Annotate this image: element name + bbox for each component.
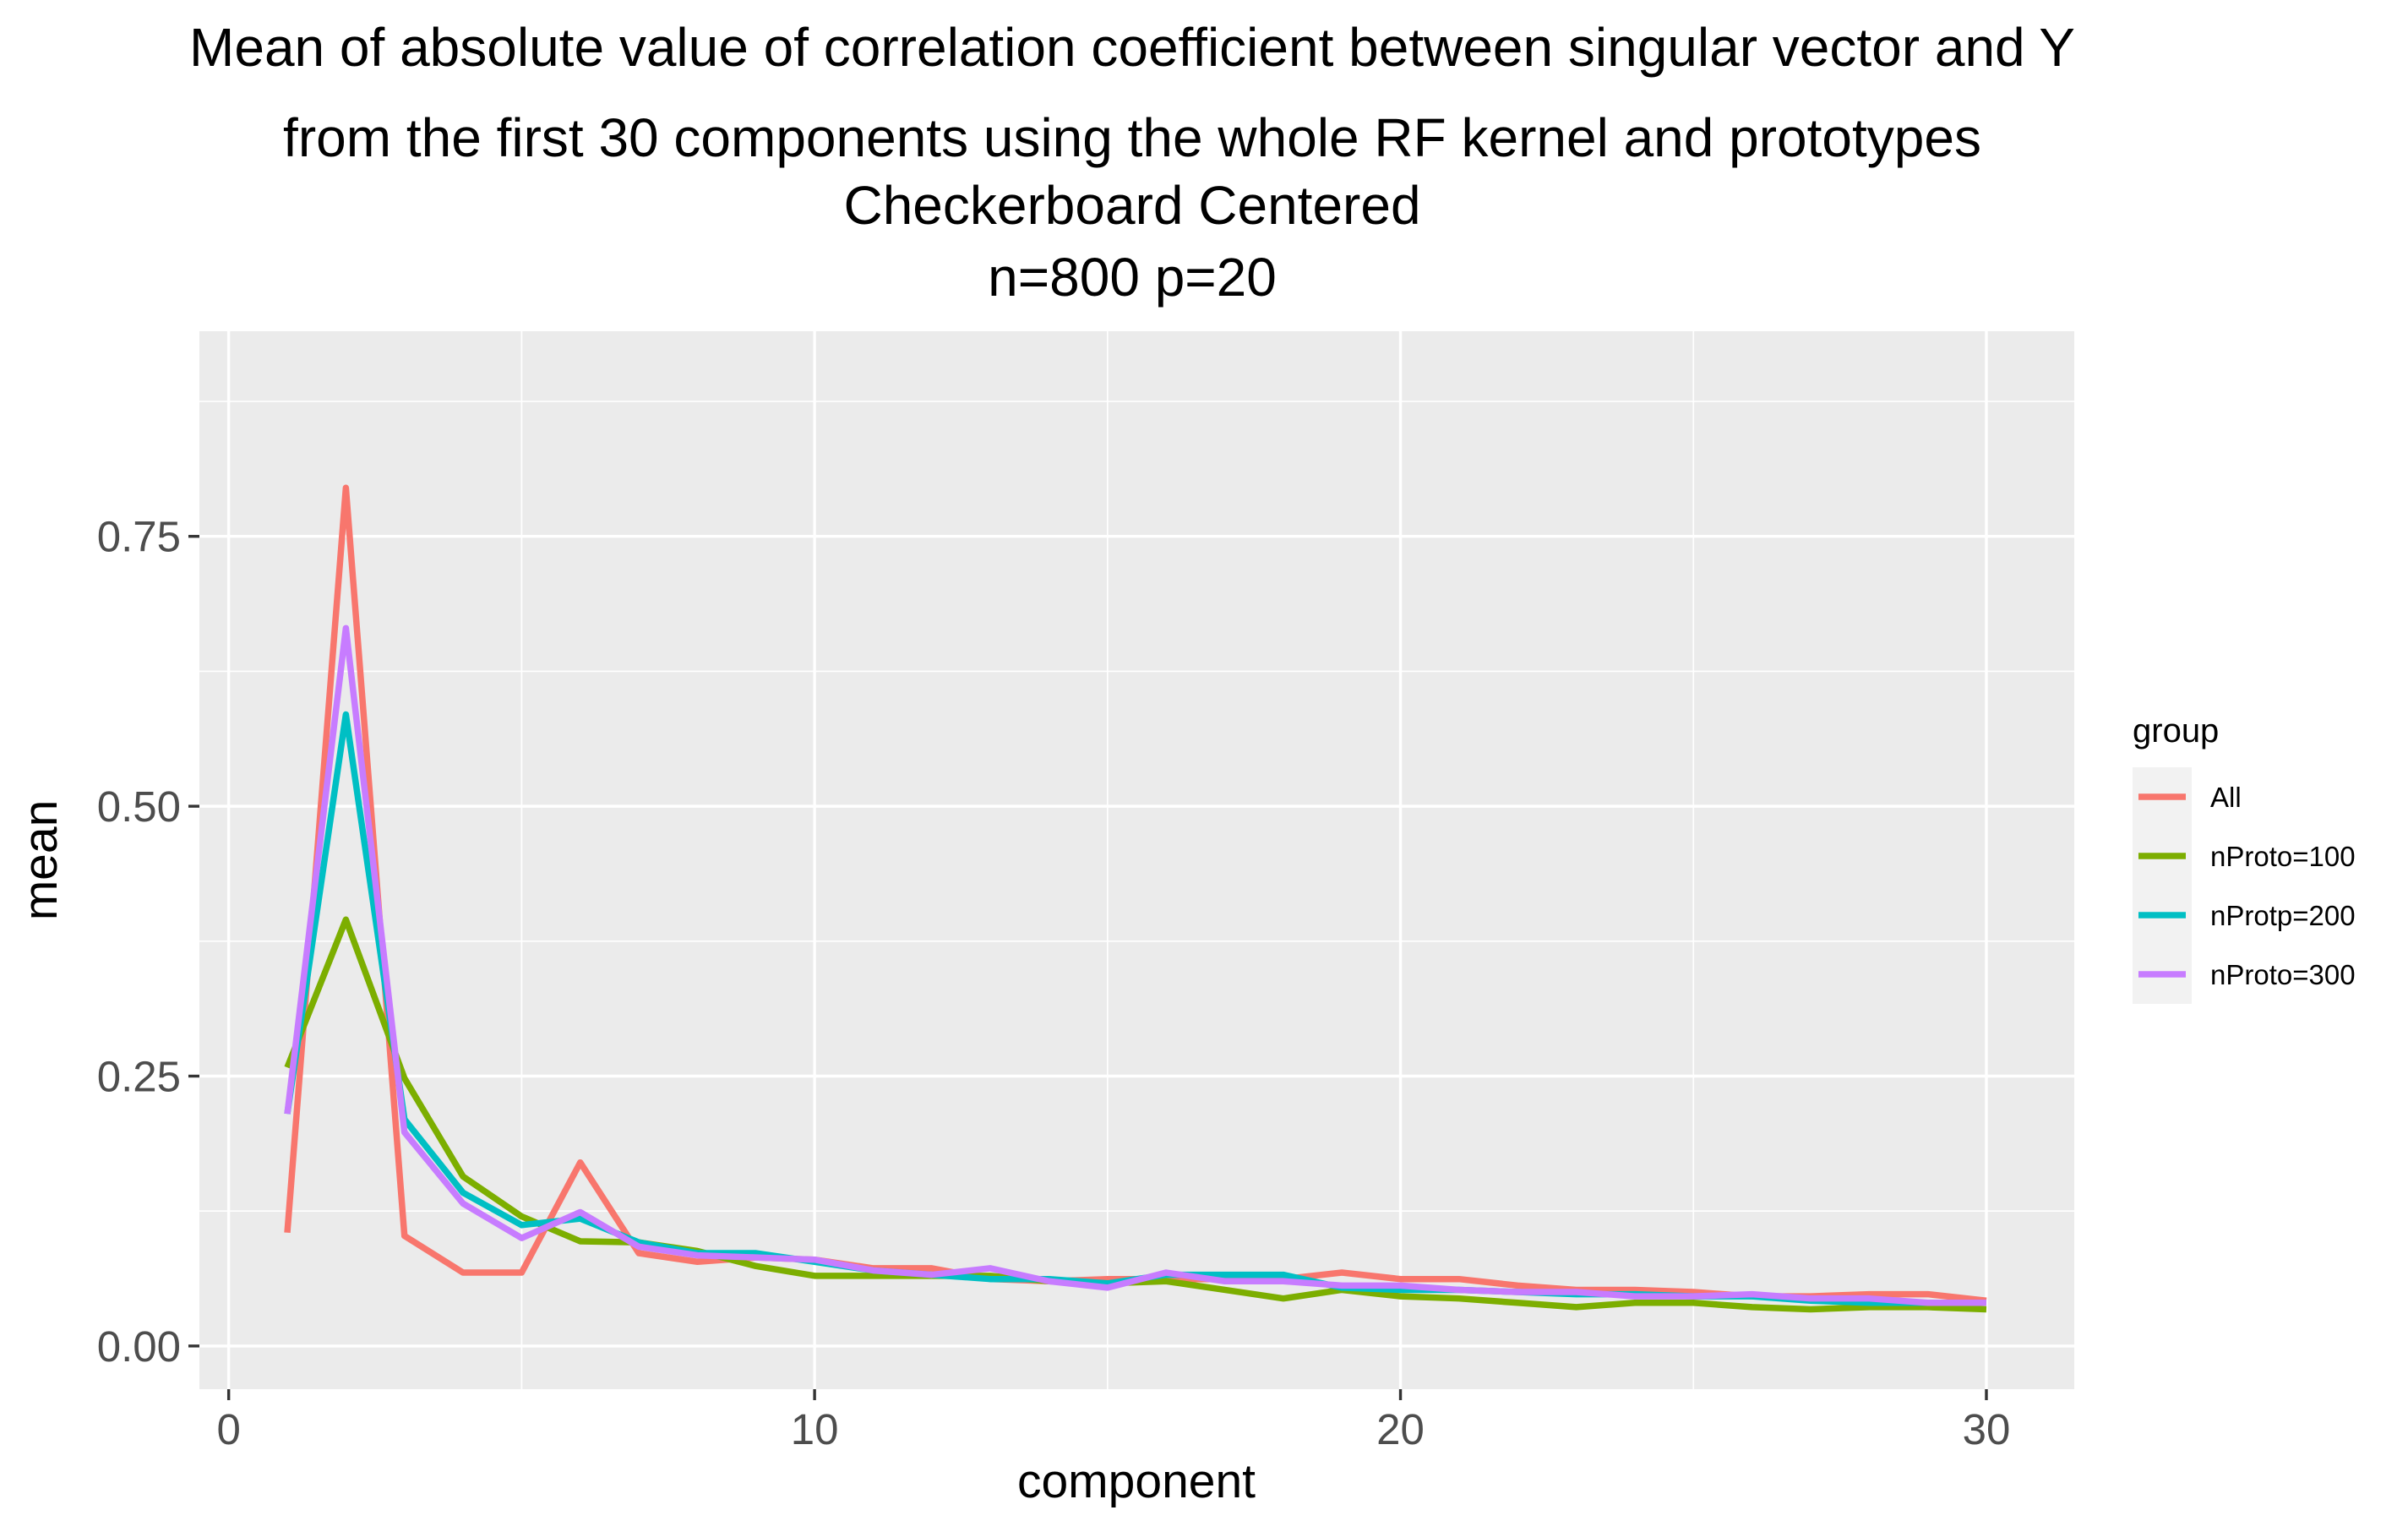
chart-title: Mean of absolute value of correlation co… <box>189 17 2075 308</box>
y-tick-label: 0.25 <box>97 1053 181 1101</box>
legend-label: nProtp=200 <box>2210 900 2356 931</box>
plot-panel <box>199 331 2074 1389</box>
x-axis: 0 10 20 30 <box>216 1389 2010 1453</box>
y-tick-label: 0.00 <box>97 1322 181 1371</box>
legend-label: All <box>2210 782 2242 813</box>
y-axis: 0.00 0.25 0.50 0.75 <box>97 513 199 1371</box>
title-line-1: Mean of absolute value of correlation co… <box>189 17 2075 78</box>
title-line-3: Checkerboard Centered <box>843 175 1420 236</box>
x-tick-label: 10 <box>791 1405 839 1453</box>
title-line-4: n=800 p=20 <box>988 247 1277 308</box>
legend-label: nProto=100 <box>2210 841 2356 872</box>
x-tick-label: 20 <box>1376 1405 1425 1453</box>
y-tick-label: 0.50 <box>97 782 181 831</box>
legend: group All nProto=100 nProtp=200 nProto=300 <box>2133 712 2356 1004</box>
x-tick-label: 30 <box>1963 1405 2011 1453</box>
series-line-3 <box>284 624 1986 1306</box>
series-lines <box>284 484 1987 1313</box>
y-tick-label: 0.75 <box>97 513 181 561</box>
x-tick-label: 0 <box>216 1405 240 1453</box>
legend-title: group <box>2133 712 2219 750</box>
y-axis-title: mean <box>14 800 68 921</box>
legend-label: nProto=300 <box>2210 959 2356 990</box>
title-line-2: from the first 30 components using the w… <box>283 107 1981 168</box>
x-axis-title: component <box>1017 1454 1256 1508</box>
grid-major <box>199 331 2074 1389</box>
